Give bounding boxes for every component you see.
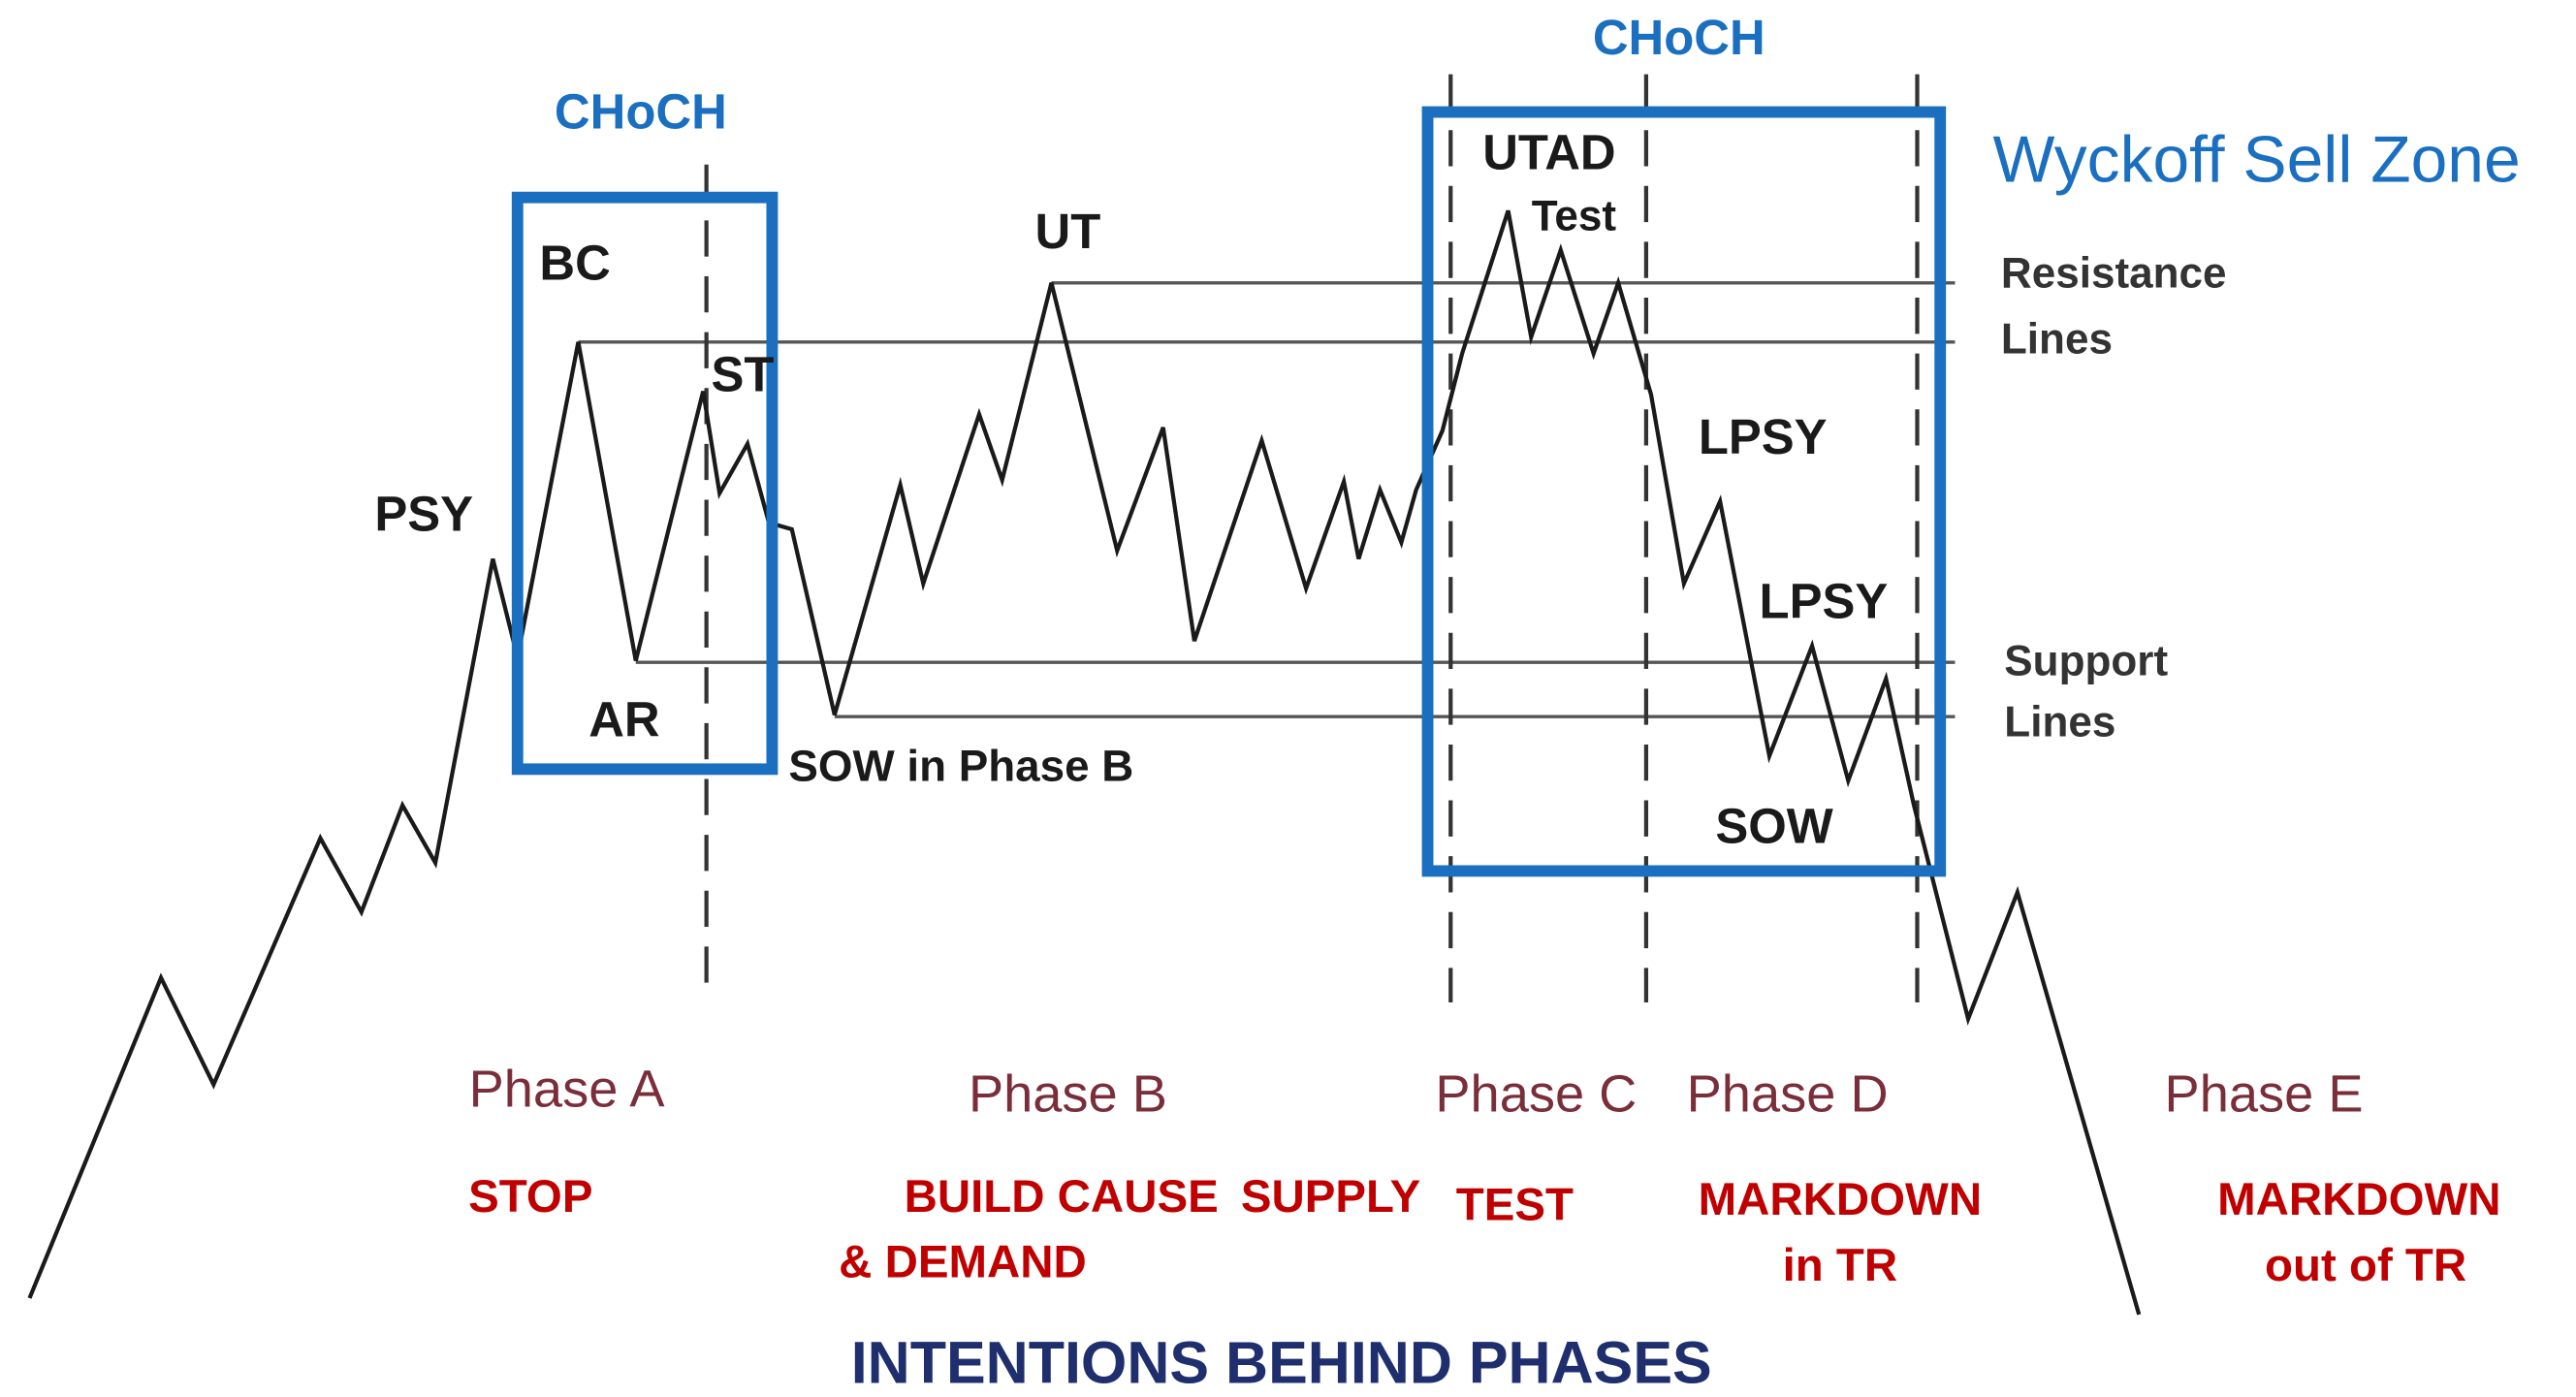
phase-label: Phase A — [469, 1061, 666, 1119]
point-label: SOW — [1715, 798, 1832, 853]
side-label: Resistance — [2001, 250, 2227, 298]
point-label: AR — [588, 691, 659, 746]
title: INTENTIONS BEHIND PHASES — [851, 1329, 1712, 1395]
intention: TEST — [1456, 1179, 1574, 1230]
intention: in TR — [1783, 1240, 1898, 1291]
choch-box — [511, 191, 779, 776]
phase-label: Phase D — [1687, 1065, 1889, 1124]
choch-label: CHoCH — [1593, 10, 1765, 65]
zone-title: Wyckoff Sell Zone — [1992, 124, 2520, 197]
horizontal-lines — [578, 281, 1956, 718]
point-label: SOW in Phase B — [788, 741, 1133, 790]
point-label: ST — [711, 346, 774, 401]
point-label: LPSY — [1760, 573, 1889, 628]
intention: MARKDOWN — [2217, 1174, 2500, 1225]
intention: & DEMAND — [839, 1237, 1087, 1288]
side-label: Lines — [2001, 315, 2113, 363]
phase-label: Phase E — [2165, 1065, 2364, 1124]
choch-label: CHoCH — [555, 83, 727, 139]
point-label: Test — [1532, 192, 1617, 239]
price-path — [27, 209, 2142, 1316]
phase-dividers — [704, 74, 1920, 1002]
sell-zone-box — [1421, 106, 1947, 877]
phase-label: Phase B — [969, 1065, 1167, 1124]
intention: SUPPLY — [1241, 1171, 1420, 1222]
intention: STOP — [468, 1171, 592, 1222]
intention: BUILD CAUSE — [905, 1171, 1219, 1222]
point-label: UT — [1035, 204, 1101, 259]
side-label: Lines — [2004, 698, 2115, 746]
point-label: BC — [539, 235, 610, 290]
point-label: PSY — [374, 487, 473, 542]
intention: MARKDOWN — [1699, 1174, 1982, 1225]
point-label: UTAD — [1482, 125, 1615, 180]
side-label: Support — [2004, 638, 2168, 685]
point-label: LPSY — [1699, 409, 1828, 464]
intention: out of TR — [2265, 1240, 2466, 1291]
phase-label: Phase C — [1435, 1065, 1637, 1124]
